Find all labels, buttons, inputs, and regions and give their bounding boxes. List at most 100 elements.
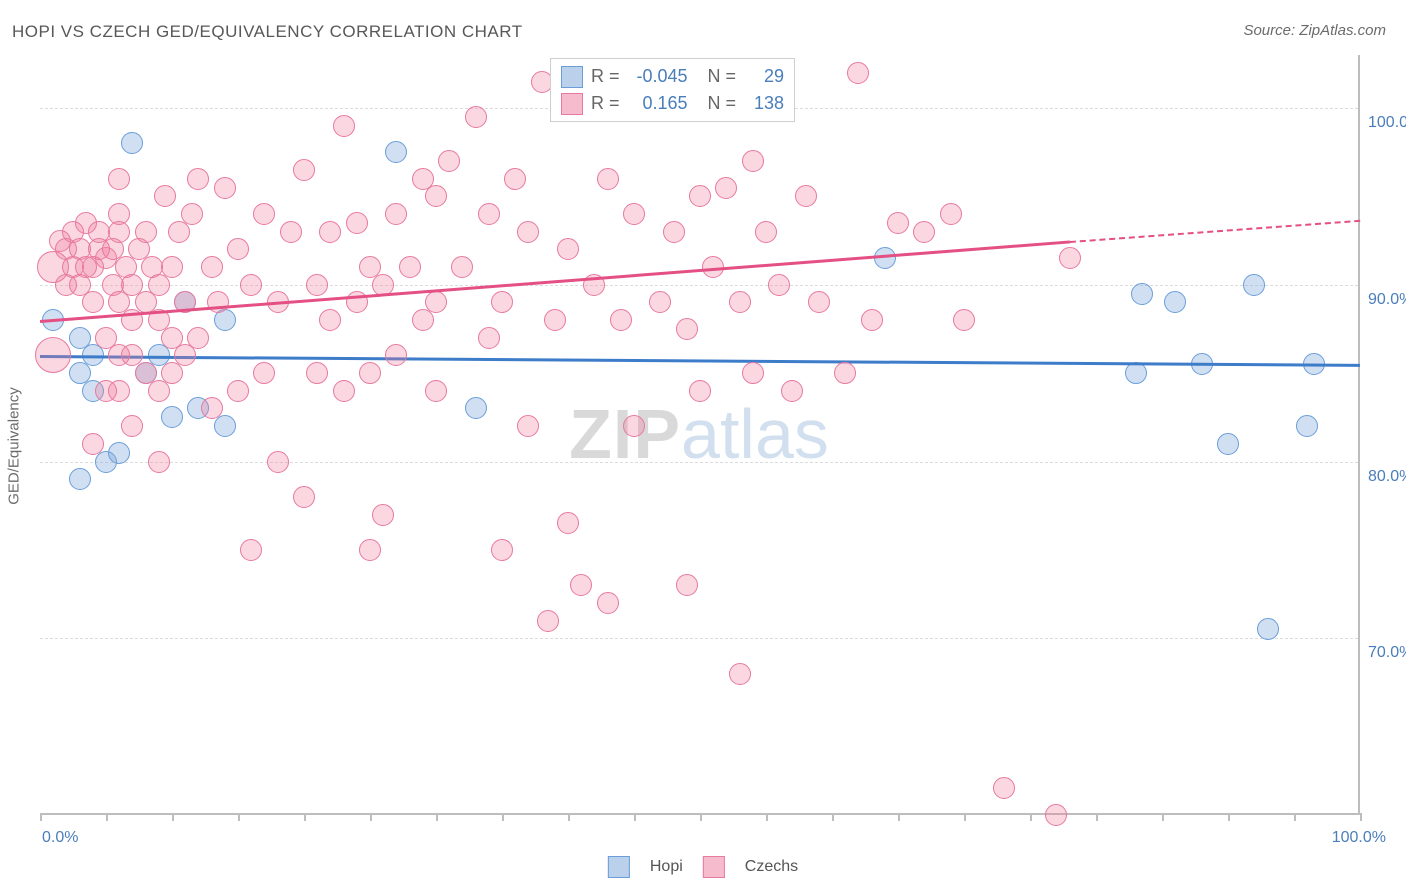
data-point bbox=[359, 362, 381, 384]
x-tick bbox=[1294, 813, 1296, 821]
data-point bbox=[913, 221, 935, 243]
data-point bbox=[649, 291, 671, 313]
data-point bbox=[689, 380, 711, 402]
data-point bbox=[385, 203, 407, 225]
data-point bbox=[214, 415, 236, 437]
grid-line bbox=[40, 462, 1358, 463]
data-point bbox=[333, 115, 355, 137]
x-tick bbox=[1228, 813, 1230, 821]
data-point bbox=[161, 406, 183, 428]
data-point bbox=[121, 415, 143, 437]
chart-container: HOPI VS CZECH GED/EQUIVALENCY CORRELATIO… bbox=[0, 0, 1406, 892]
x-tick bbox=[106, 813, 108, 821]
x-tick bbox=[172, 813, 174, 821]
data-point bbox=[1296, 415, 1318, 437]
data-point bbox=[465, 106, 487, 128]
stats-row: R =0.165N =138 bbox=[561, 90, 784, 117]
x-tick bbox=[568, 813, 570, 821]
stats-r-value: -0.045 bbox=[628, 63, 688, 90]
data-point bbox=[517, 415, 539, 437]
data-point bbox=[834, 362, 856, 384]
x-tick bbox=[898, 813, 900, 821]
x-tick bbox=[238, 813, 240, 821]
x-tick bbox=[1360, 813, 1362, 821]
y-axis-title: GED/Equivalency bbox=[6, 387, 23, 505]
x-tick bbox=[304, 813, 306, 821]
data-point bbox=[306, 362, 328, 384]
x-tick bbox=[964, 813, 966, 821]
stats-row: R =-0.045N =29 bbox=[561, 63, 784, 90]
data-point bbox=[267, 451, 289, 473]
data-point bbox=[795, 185, 817, 207]
x-tick-label-right: 100.0% bbox=[1332, 829, 1386, 847]
trend-line bbox=[1070, 219, 1361, 242]
data-point bbox=[201, 256, 223, 278]
data-point bbox=[385, 141, 407, 163]
legend: HopiCzechs bbox=[608, 856, 798, 878]
data-point bbox=[742, 362, 764, 384]
data-point bbox=[478, 203, 500, 225]
data-point bbox=[993, 777, 1015, 799]
data-point bbox=[742, 150, 764, 172]
data-point bbox=[181, 203, 203, 225]
data-point bbox=[887, 212, 909, 234]
data-point bbox=[1164, 291, 1186, 313]
data-point bbox=[755, 221, 777, 243]
data-point bbox=[319, 309, 341, 331]
data-point bbox=[108, 442, 130, 464]
data-point bbox=[306, 274, 328, 296]
stats-n-value: 29 bbox=[744, 63, 784, 90]
data-point bbox=[333, 380, 355, 402]
x-tick bbox=[634, 813, 636, 821]
x-tick bbox=[40, 813, 42, 821]
data-point bbox=[1125, 362, 1147, 384]
data-point bbox=[227, 238, 249, 260]
data-point bbox=[35, 337, 71, 373]
data-point bbox=[161, 256, 183, 278]
data-point bbox=[940, 203, 962, 225]
data-point bbox=[517, 221, 539, 243]
data-point bbox=[537, 610, 559, 632]
data-point bbox=[557, 512, 579, 534]
data-point bbox=[121, 132, 143, 154]
x-tick bbox=[370, 813, 372, 821]
data-point bbox=[280, 221, 302, 243]
stats-swatch bbox=[561, 93, 583, 115]
data-point bbox=[187, 327, 209, 349]
data-point bbox=[253, 362, 275, 384]
data-point bbox=[544, 309, 566, 331]
grid-line bbox=[40, 285, 1358, 286]
data-point bbox=[623, 415, 645, 437]
data-point bbox=[1131, 283, 1153, 305]
data-point bbox=[597, 592, 619, 614]
x-tick-label-left: 0.0% bbox=[42, 829, 78, 847]
y-tick-label: 100.0% bbox=[1368, 114, 1406, 132]
stats-n-value: 138 bbox=[744, 90, 784, 117]
data-point bbox=[240, 274, 262, 296]
data-point bbox=[768, 274, 790, 296]
data-point bbox=[154, 185, 176, 207]
y-tick-label: 90.0% bbox=[1368, 291, 1406, 309]
data-point bbox=[1059, 247, 1081, 269]
data-point bbox=[372, 504, 394, 526]
source-attribution: Source: ZipAtlas.com bbox=[1243, 22, 1386, 39]
data-point bbox=[465, 397, 487, 419]
data-point bbox=[214, 177, 236, 199]
data-point bbox=[781, 380, 803, 402]
x-tick bbox=[502, 813, 504, 821]
data-point bbox=[399, 256, 421, 278]
data-point bbox=[385, 344, 407, 366]
data-point bbox=[1217, 433, 1239, 455]
data-point bbox=[953, 309, 975, 331]
data-point bbox=[874, 247, 896, 269]
data-point bbox=[570, 574, 592, 596]
stats-box: R =-0.045N =29R =0.165N =138 bbox=[550, 58, 795, 122]
data-point bbox=[108, 380, 130, 402]
data-point bbox=[597, 168, 619, 190]
data-point bbox=[623, 203, 645, 225]
data-point bbox=[425, 380, 447, 402]
data-point bbox=[359, 539, 381, 561]
data-point bbox=[491, 539, 513, 561]
trend-line bbox=[40, 355, 1360, 366]
data-point bbox=[451, 256, 473, 278]
